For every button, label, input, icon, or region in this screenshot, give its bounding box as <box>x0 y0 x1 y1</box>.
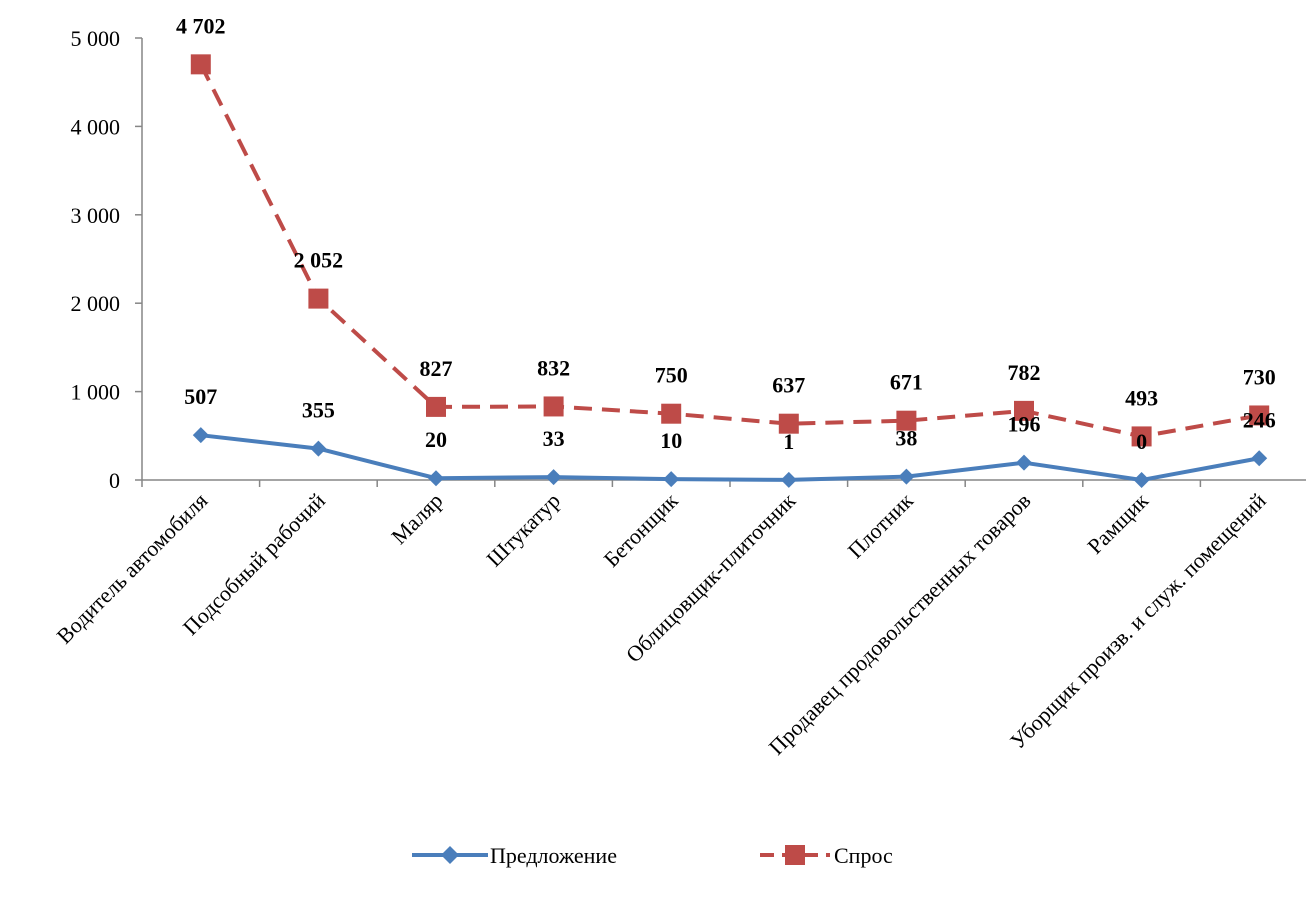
x-tick-label: Рамщик <box>1082 488 1153 559</box>
data-label: 355 <box>302 398 335 423</box>
data-label: 4 702 <box>176 13 226 38</box>
legend: Предложение Спрос <box>412 843 893 868</box>
data-point <box>190 54 211 75</box>
x-tick-label: Штукатур <box>481 488 565 572</box>
data-point <box>661 403 682 424</box>
legend-marker-demand <box>785 845 805 865</box>
y-tick-label: 4 000 <box>71 114 121 139</box>
data-point <box>1251 450 1268 467</box>
data-label: 637 <box>772 373 805 398</box>
data-point <box>192 427 209 444</box>
data-point <box>898 468 915 485</box>
data-point <box>1016 454 1032 471</box>
y-tick-label: 2 000 <box>71 291 121 316</box>
data-labels: 507 355 20 33 10 1 38 196 0 246 4 702 2 052 827 832 75… <box>176 13 1276 454</box>
data-label: 1 <box>783 429 794 454</box>
data-label: 493 <box>1125 385 1158 410</box>
series-line-1 <box>199 63 1260 439</box>
data-label: 832 <box>537 355 570 380</box>
data-point <box>896 410 917 431</box>
data-label: 730 <box>1243 364 1276 389</box>
data-label: 750 <box>655 363 688 388</box>
data-label: 507 <box>184 384 217 409</box>
data-label: 38 <box>895 426 917 451</box>
data-label: 827 <box>420 356 453 381</box>
data-point <box>1133 472 1150 488</box>
data-point <box>545 469 562 486</box>
y-tick-label: 0 <box>109 468 120 493</box>
x-tick-label: Бетонщик <box>599 488 683 572</box>
data-label: 33 <box>543 426 565 451</box>
data-point <box>428 470 444 487</box>
data-point <box>778 413 799 434</box>
data-label: 196 <box>1008 412 1041 437</box>
data-point <box>663 471 680 488</box>
data-label: 0 <box>1136 429 1147 454</box>
x-tick-label: Плотник <box>843 488 918 563</box>
data-point <box>780 471 797 488</box>
data-label: 20 <box>425 427 447 452</box>
data-label: 782 <box>1008 360 1041 385</box>
y-tick-label: 1 000 <box>71 380 121 405</box>
y-tick-label: 3 000 <box>71 203 121 228</box>
series-layer <box>190 54 1270 488</box>
data-label: 2 052 <box>294 248 344 273</box>
data-point <box>1131 426 1152 447</box>
y-tick-label: 5 000 <box>71 26 121 51</box>
data-label: 246 <box>1243 407 1276 432</box>
x-tick-label: Уборщик произв. и служ. помещений <box>1005 488 1271 754</box>
x-tick-label: Продавец продовольственных товаров <box>764 488 1036 760</box>
legend-marker-supply <box>441 846 459 864</box>
data-point <box>1014 400 1034 421</box>
series-line-0 <box>200 433 1260 482</box>
data-point <box>426 396 446 417</box>
legend-label-supply: Предложение <box>490 843 617 868</box>
data-point <box>543 396 564 417</box>
data-point <box>308 288 329 309</box>
data-label: 671 <box>890 370 923 395</box>
legend-label-demand: Спрос <box>834 843 893 868</box>
data-point <box>310 440 327 457</box>
x-tick-label: Маляр <box>386 488 447 549</box>
data-label: 10 <box>660 428 682 453</box>
data-point <box>1249 405 1270 426</box>
